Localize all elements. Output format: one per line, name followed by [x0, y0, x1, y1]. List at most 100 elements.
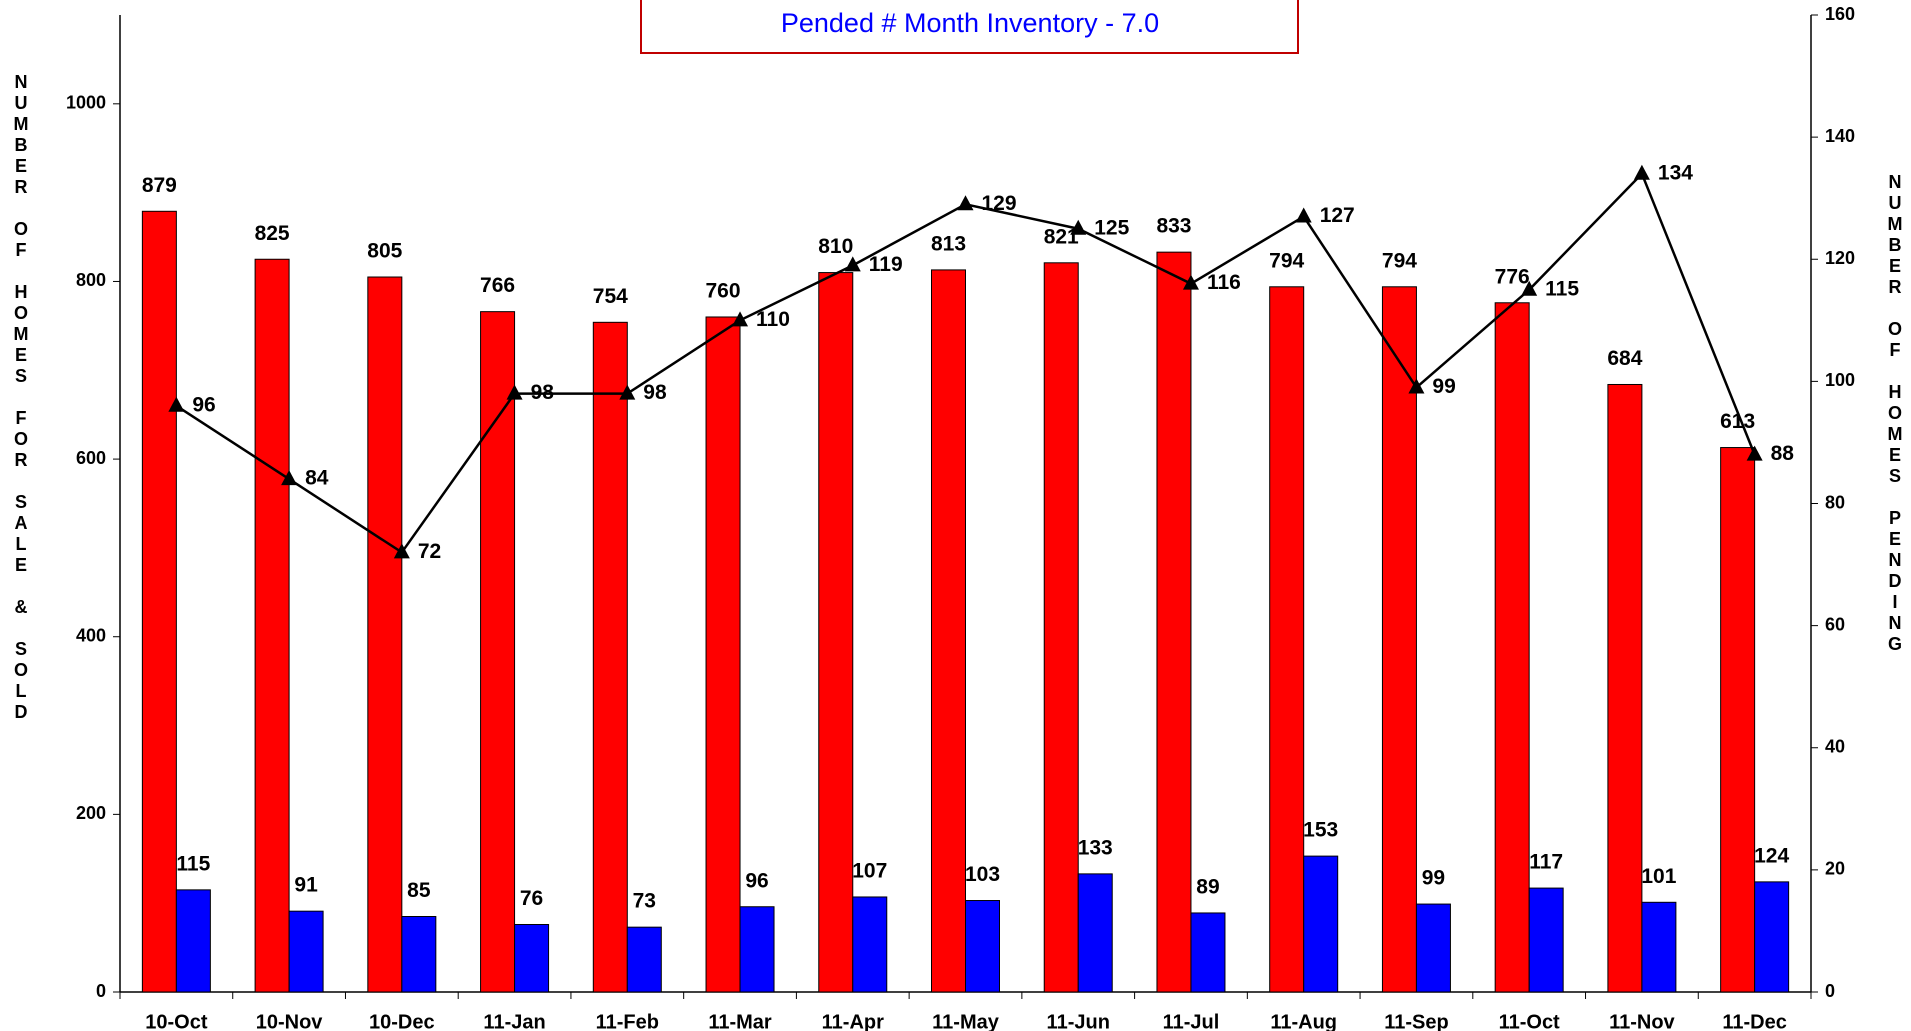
y2-tick-label: 80 [1825, 492, 1845, 512]
data-label: 117 [1529, 851, 1563, 874]
marker [1182, 274, 1199, 290]
y-tick-label: 0 [96, 981, 106, 1001]
data-label: 684 [1607, 347, 1642, 370]
x-tick-label: 11-Aug [1270, 1011, 1337, 1031]
bar [1381, 286, 1417, 993]
marker [957, 195, 974, 211]
data-label: 754 [593, 285, 628, 308]
marker [732, 311, 749, 327]
marker [393, 543, 410, 559]
data-label: 124 [1754, 844, 1789, 867]
bar [1494, 302, 1530, 993]
data-label: 153 [1303, 819, 1338, 842]
marker [1070, 219, 1087, 235]
data-label: 96 [192, 393, 215, 416]
data-label: 134 [1658, 161, 1693, 184]
data-label: 879 [142, 174, 177, 197]
bar [931, 269, 966, 993]
data-label: 613 [1720, 410, 1755, 433]
data-label: 84 [305, 467, 329, 490]
y-tick-label: 400 [76, 625, 106, 645]
bar [367, 276, 403, 993]
marker [1633, 164, 1650, 180]
bar [288, 910, 324, 993]
data-label: 89 [1196, 875, 1219, 898]
data-label: 129 [982, 192, 1017, 215]
marker [1295, 207, 1312, 223]
bar [739, 906, 775, 993]
bar [141, 210, 177, 993]
data-label: 98 [531, 381, 555, 404]
data-label: 96 [745, 869, 768, 892]
data-label: 833 [1156, 215, 1191, 238]
y-tick-label: 600 [76, 448, 106, 468]
data-label: 85 [407, 879, 431, 902]
data-label: 825 [255, 222, 290, 245]
x-tick-label: 11-May [932, 1011, 1000, 1031]
marker [844, 256, 861, 272]
data-label: 76 [520, 887, 543, 910]
data-label: 125 [1094, 216, 1129, 239]
data-label: 776 [1495, 265, 1530, 288]
data-label: 99 [1422, 867, 1445, 890]
y-axis-label: NUMBER OF HOMES FOR SALE & SOLD [11, 72, 31, 723]
x-tick-label: 11-Apr [822, 1011, 884, 1031]
data-label: 766 [480, 274, 515, 297]
marker [1408, 378, 1425, 394]
bar [705, 316, 741, 993]
data-label: 107 [852, 860, 887, 883]
marker [281, 470, 298, 486]
y2-axis-label: NUMBER OF HOMES PENDING [1885, 172, 1905, 655]
data-label: 73 [633, 890, 656, 913]
marker [506, 384, 523, 400]
data-label: 88 [1771, 442, 1795, 465]
data-label: 116 [1207, 271, 1241, 294]
bar [175, 889, 211, 993]
x-tick-label: 11-Jun [1047, 1011, 1110, 1031]
data-label: 127 [1320, 204, 1355, 227]
bar [1269, 286, 1305, 993]
bar [1043, 262, 1079, 993]
x-tick-label: 11-Jan [483, 1011, 545, 1031]
bar [965, 900, 1000, 993]
bar [1641, 901, 1677, 993]
chart-title: Pended # Month Inventory - 7.0 [781, 8, 1159, 38]
bar [1156, 251, 1192, 993]
bar [1415, 903, 1451, 993]
marker [1746, 445, 1763, 461]
data-label: 821 [1044, 225, 1079, 248]
y-tick-label: 800 [76, 270, 106, 290]
data-label: 760 [706, 280, 741, 303]
y2-tick-label: 60 [1825, 614, 1845, 634]
marker [1521, 280, 1538, 296]
bar [401, 916, 437, 993]
data-label: 119 [869, 253, 903, 276]
bar [1607, 383, 1643, 993]
data-label: 98 [643, 381, 667, 404]
data-label: 115 [176, 852, 210, 875]
bar [254, 258, 290, 993]
data-label: 133 [1078, 836, 1113, 859]
bar [1190, 912, 1226, 993]
y2-tick-label: 140 [1825, 126, 1855, 146]
marker [619, 384, 636, 400]
bar [818, 272, 854, 993]
bar [1720, 447, 1756, 993]
data-label: 72 [418, 540, 441, 563]
x-tick-label: 11-Sep [1384, 1011, 1448, 1031]
y-tick-label: 200 [76, 803, 106, 823]
x-tick-label: 11-Nov [1609, 1011, 1675, 1031]
y2-tick-label: 120 [1825, 248, 1855, 268]
data-label: 101 [1641, 865, 1676, 888]
bar [514, 923, 550, 993]
data-label: 91 [294, 874, 318, 897]
y2-tick-label: 0 [1825, 981, 1835, 1001]
title-box [640, 0, 1299, 54]
x-tick-label: 11-Oct [1499, 1011, 1560, 1031]
x-tick-label: 11-Mar [708, 1011, 772, 1031]
x-tick-label: 10-Dec [369, 1011, 435, 1031]
bar [1303, 855, 1339, 993]
y2-tick-label: 20 [1825, 859, 1845, 879]
